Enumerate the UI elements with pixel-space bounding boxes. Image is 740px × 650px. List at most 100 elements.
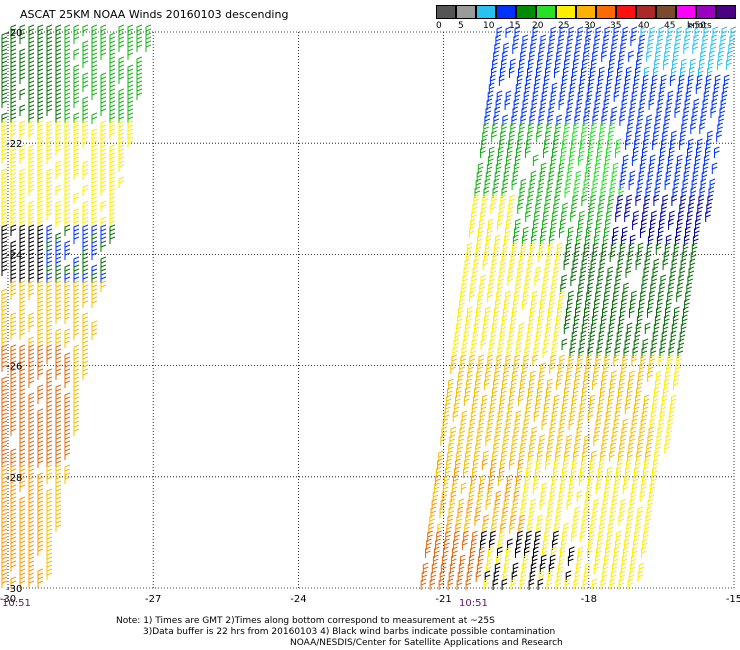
wind-barb — [578, 282, 584, 294]
wind-barb — [558, 34, 565, 46]
wind-barb — [664, 114, 671, 126]
wind-barb — [10, 240, 17, 252]
wind-barb — [10, 504, 17, 516]
wind-barb — [19, 440, 26, 452]
wind-barb — [589, 530, 595, 542]
wind-barb — [671, 194, 678, 206]
wind-barb — [1, 152, 8, 164]
wind-barb — [548, 106, 555, 118]
wind-barb — [28, 88, 35, 100]
wind-barb — [523, 482, 530, 494]
wind-barb — [37, 256, 44, 268]
wind-barb — [575, 170, 582, 182]
wind-barb — [587, 346, 594, 358]
wind-barb — [28, 480, 35, 492]
wind-barb — [561, 74, 568, 86]
wind-barb — [463, 266, 470, 278]
wind-barb — [10, 320, 17, 332]
wind-barb — [91, 176, 98, 188]
wind-barb — [485, 498, 492, 510]
wind-barb — [485, 170, 492, 182]
wind-barb — [19, 48, 26, 60]
wind-barb — [73, 136, 80, 148]
wind-barb — [610, 570, 617, 582]
wind-barb — [127, 48, 134, 60]
wind-barb — [654, 186, 661, 198]
wind-barb — [730, 26, 737, 38]
wind-barb — [525, 402, 532, 414]
wind-barb — [1, 56, 8, 68]
wind-barb — [634, 394, 641, 406]
wind-barb — [658, 354, 665, 366]
wind-barb — [595, 418, 602, 430]
wind-barb — [100, 96, 107, 108]
wind-barb — [46, 504, 53, 516]
wind-barb — [37, 248, 44, 260]
wind-barb — [679, 202, 685, 214]
wind-barb — [647, 434, 654, 446]
wind-barb — [127, 80, 134, 92]
wind-barb — [655, 378, 661, 390]
wind-barb — [462, 274, 469, 286]
wind-barb — [501, 578, 508, 590]
wind-barb — [28, 120, 35, 132]
wind-barb — [502, 378, 508, 390]
wind-barb — [441, 426, 448, 438]
wind-barb — [718, 114, 725, 126]
wind-barb — [481, 202, 487, 214]
wind-barb — [556, 178, 563, 190]
wind-barb — [499, 202, 505, 214]
wind-barb — [476, 498, 483, 510]
wind-barb — [483, 250, 490, 262]
wind-barb — [118, 32, 125, 44]
wind-barb — [64, 120, 71, 132]
wind-barb — [602, 370, 608, 382]
wind-barb — [638, 106, 645, 118]
wind-barb — [82, 200, 89, 212]
wind-barb — [555, 186, 562, 198]
wind-barb — [669, 402, 676, 414]
wind-barb — [73, 320, 80, 332]
wind-barb — [580, 330, 587, 342]
wind-barb — [559, 90, 566, 102]
wind-barb — [471, 402, 478, 414]
wind-barb — [1, 248, 8, 260]
wind-barb — [489, 538, 495, 550]
wind-barb — [614, 82, 621, 94]
wind-barb — [584, 42, 590, 54]
wind-barb — [678, 74, 685, 86]
wind-barb — [702, 162, 709, 174]
wind-barb — [479, 218, 485, 230]
wind-barb — [708, 186, 715, 198]
wind-barb — [588, 338, 595, 350]
wind-barb — [55, 352, 62, 364]
wind-barb — [647, 370, 653, 382]
wind-barb — [109, 152, 116, 164]
wind-barb — [551, 218, 557, 230]
wind-barb — [701, 170, 708, 182]
wind-barb — [109, 184, 116, 196]
wind-barb — [100, 168, 107, 180]
wind-barb — [602, 234, 609, 246]
wind-barb — [55, 392, 62, 404]
wind-barb — [507, 210, 513, 222]
wind-barb — [46, 544, 53, 556]
wind-barb — [445, 394, 452, 406]
wind-barb — [536, 66, 542, 78]
wind-barb — [620, 498, 627, 510]
wind-barb — [586, 226, 592, 238]
wind-barb — [590, 458, 596, 470]
wind-barb — [19, 392, 26, 404]
wind-barb — [55, 104, 62, 116]
wind-barb — [19, 280, 26, 292]
wind-barb — [559, 482, 566, 494]
wind-barb — [541, 482, 548, 494]
wind-barb — [19, 200, 26, 212]
wind-barb — [697, 138, 703, 150]
swath-time-right: 10:51 — [459, 598, 488, 609]
wind-barb — [562, 138, 568, 150]
wind-barb — [474, 514, 481, 526]
wind-barb — [555, 450, 561, 462]
wind-barb — [525, 146, 531, 158]
wind-barb — [486, 98, 493, 110]
